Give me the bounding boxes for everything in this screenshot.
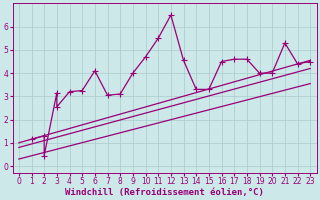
X-axis label: Windchill (Refroidissement éolien,°C): Windchill (Refroidissement éolien,°C) xyxy=(65,188,264,197)
